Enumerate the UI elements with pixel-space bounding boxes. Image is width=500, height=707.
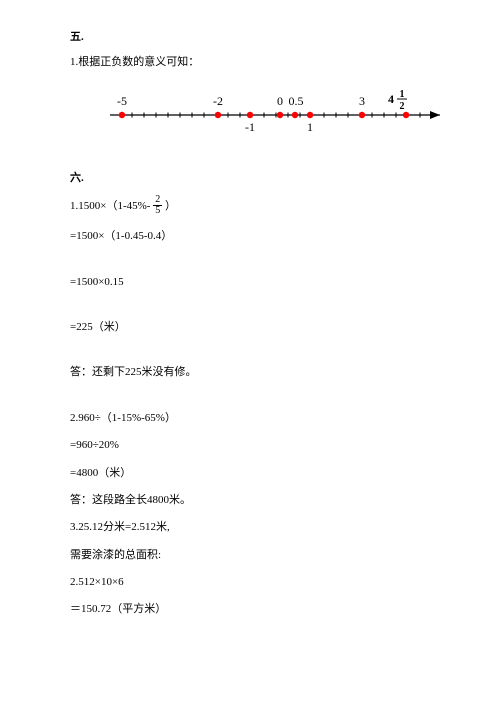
- fraction-2-5: 25: [153, 195, 162, 216]
- number-line-svg: -5-200.53412-11: [70, 85, 450, 145]
- section6-heading: 六.: [70, 171, 450, 186]
- number-line-figure: -5-200.53412-11: [70, 85, 450, 145]
- svg-text:1: 1: [400, 89, 405, 100]
- section5-line1: 1.根据正负数的意义可知：: [70, 55, 450, 70]
- q3-line1: 3.25.12分米=2.512米,: [70, 520, 450, 535]
- svg-text:4: 4: [388, 92, 394, 106]
- section5-heading: 五.: [70, 30, 450, 45]
- q1-answer: 答：还剩下225米没有修。: [70, 365, 450, 380]
- q2-answer: 答：这段路全长4800米。: [70, 493, 450, 508]
- q1-expression: 1.1500×（1-45%- 25 ）: [70, 196, 450, 217]
- q1-step1: =1500×（1-0.45-0.4）: [70, 229, 450, 244]
- svg-text:0: 0: [277, 94, 283, 108]
- q1-step2: =1500×0.15: [70, 275, 450, 290]
- svg-text:-5: -5: [117, 94, 127, 108]
- q2-line3: =4800（米）: [70, 466, 450, 481]
- svg-text:2: 2: [400, 101, 405, 112]
- q3-line4: ＝150.72（平方米）: [70, 602, 450, 617]
- svg-text:-1: -1: [245, 120, 255, 134]
- q3-line3: 2.512×10×6: [70, 575, 450, 590]
- q1-step3: =225（米）: [70, 320, 450, 335]
- svg-text:-2: -2: [213, 94, 223, 108]
- q1-expr-prefix: 1.1500×（1-45%-: [70, 200, 153, 212]
- q2-line2: =960÷20%: [70, 438, 450, 453]
- svg-text:0.5: 0.5: [289, 94, 304, 108]
- q2-line1: 2.960÷（1-15%-65%）: [70, 411, 450, 426]
- svg-text:3: 3: [359, 94, 365, 108]
- svg-text:1: 1: [307, 120, 313, 134]
- page: 五. 1.根据正负数的意义可知： -5-200.53412-11 六. 1.15…: [0, 0, 500, 650]
- q1-expr-suffix: ）: [162, 200, 176, 212]
- q3-line2: 需要涂漆的总面积:: [70, 548, 450, 563]
